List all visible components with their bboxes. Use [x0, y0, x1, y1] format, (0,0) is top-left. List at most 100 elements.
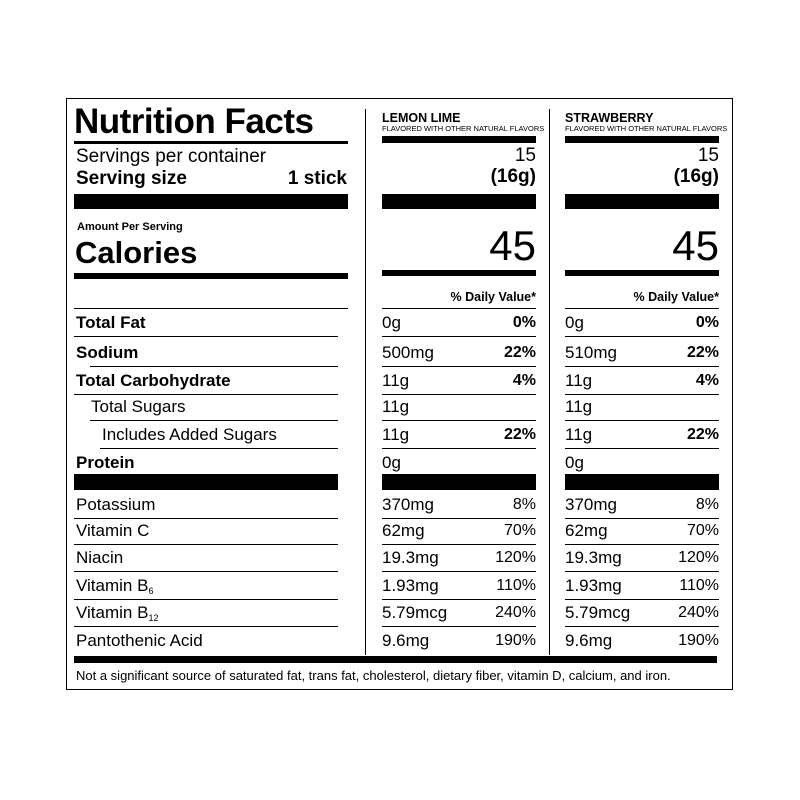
- row-rule: [382, 394, 536, 395]
- row-rule: [565, 394, 719, 395]
- daily-value-percent: 240%: [495, 604, 536, 621]
- calories-rule: [382, 270, 536, 276]
- nutrient-amount: 510mg: [565, 343, 617, 362]
- serving-size-label: Serving size: [76, 168, 187, 189]
- calories-value: 45: [672, 222, 719, 269]
- nutrient-name: Pantothenic Acid: [76, 631, 203, 650]
- row-rule: [565, 599, 719, 600]
- daily-value-percent: 190%: [495, 632, 536, 649]
- calories-rule: [565, 270, 719, 276]
- daily-value-percent: 8%: [512, 496, 536, 513]
- nutrient-amount: 11g: [382, 425, 410, 444]
- nutrient-name: Includes Added Sugars: [102, 425, 277, 444]
- daily-value-percent: 22%: [503, 344, 536, 361]
- daily-value-percent: 240%: [678, 604, 719, 621]
- nutrient-amount: 9.6mg: [565, 631, 613, 650]
- nutrient-label: Vitamin C: [76, 521, 149, 541]
- servings-per-container-label: Servings per container: [76, 146, 267, 167]
- row-rule: [565, 336, 719, 337]
- nutrient-amount: 1.93mg: [565, 576, 622, 595]
- row-rule: [74, 626, 338, 627]
- nutrient-name: Potassium: [76, 495, 156, 514]
- daily-value-percent: 4%: [512, 372, 536, 389]
- calories-rule: [74, 273, 348, 279]
- nutrient-amount: 0g: [382, 453, 401, 472]
- amount-per-serving-label: Amount Per Serving: [77, 221, 183, 233]
- row-rule: [382, 599, 536, 600]
- row-rule: [74, 336, 338, 337]
- daily-value-rule: [382, 308, 536, 309]
- nutrient-amount: 0g: [382, 313, 401, 332]
- flavor-name: LEMON LIME: [382, 111, 461, 125]
- nutrient-amount: 19.3mg: [382, 548, 439, 567]
- daily-value-percent: 22%: [686, 426, 719, 443]
- servings-per-container-value: 15: [697, 145, 719, 166]
- nutrient-label: Total Carbohydrate: [76, 371, 231, 391]
- daily-value-header: % Daily Value*: [633, 290, 719, 304]
- nutrient-amount: 0g: [565, 313, 584, 332]
- row-rule: [382, 626, 536, 627]
- nutrient-amount: 9.6mg: [382, 631, 430, 650]
- nutrition-facts-panel: [66, 98, 733, 690]
- nutrient-amount: 11g: [382, 371, 410, 390]
- nutrient-label: Sodium: [76, 343, 138, 363]
- serving-thick-rule: [74, 194, 348, 209]
- serving-size-grams: (16g): [673, 166, 719, 187]
- flavor-name-rule: [565, 136, 719, 143]
- row-rule: [100, 448, 338, 449]
- nutrient-amount: 0g: [565, 453, 584, 472]
- flavor-subtitle: FLAVORED WITH OTHER NATURAL FLAVORS: [565, 124, 728, 133]
- daily-value-percent: 4%: [695, 372, 719, 389]
- nutrient-label: Total Sugars: [91, 397, 186, 417]
- row-rule: [382, 336, 536, 337]
- nutrient-amount: 11g: [565, 371, 593, 390]
- row-rule: [74, 544, 338, 545]
- flavor-name-rule: [382, 136, 536, 143]
- row-rule: [382, 420, 536, 421]
- daily-value-percent: 0%: [695, 314, 719, 331]
- row-rule: [565, 420, 719, 421]
- daily-value-percent: 8%: [695, 496, 719, 513]
- row-rule: [90, 366, 338, 367]
- nutrient-name: Niacin: [76, 548, 124, 567]
- row-rule: [382, 544, 536, 545]
- nutrient-label: Potassium: [76, 495, 155, 515]
- nutrient-amount: 1.93mg: [382, 576, 439, 595]
- calories-label: Calories: [75, 235, 198, 270]
- daily-value-rule: [74, 308, 348, 309]
- row-rule: [565, 571, 719, 572]
- nutrient-name: Vitamin B: [76, 576, 149, 595]
- nutrient-label: Protein: [76, 453, 135, 473]
- nutrient-label: Pantothenic Acid: [76, 631, 203, 651]
- nutrient-name: Total Fat: [76, 313, 146, 332]
- row-rule: [565, 626, 719, 627]
- row-rule: [382, 571, 536, 572]
- row-rule: [565, 544, 719, 545]
- row-rule: [565, 518, 719, 519]
- nutrient-label: Total Fat: [76, 313, 146, 333]
- nutrient-name: Total Carbohydrate: [76, 371, 231, 390]
- nutrient-amount: 370mg: [565, 495, 617, 514]
- nutrient-amount: 5.79mcg: [382, 603, 448, 622]
- daily-value-percent: 70%: [503, 522, 536, 539]
- daily-value-percent: 120%: [678, 549, 719, 566]
- daily-value-percent: 70%: [686, 522, 719, 539]
- vitamins-thick-rule: [74, 474, 338, 490]
- daily-value-percent: 22%: [686, 344, 719, 361]
- nutrient-amount: 11g: [565, 425, 593, 444]
- nutrient-amount: 19.3mg: [565, 548, 622, 567]
- daily-value-header: % Daily Value*: [450, 290, 536, 304]
- row-rule: [74, 599, 338, 600]
- nutrient-amount: 370mg: [382, 495, 434, 514]
- nutrient-amount: 62mg: [565, 521, 608, 540]
- servings-per-container-value: 15: [514, 145, 536, 166]
- row-rule: [382, 448, 536, 449]
- nutrient-amount: 5.79mcg: [565, 603, 631, 622]
- serving-size-grams: (16g): [490, 166, 536, 187]
- nutrient-label: Vitamin B12: [76, 603, 158, 628]
- nutrient-amount: 11g: [382, 397, 410, 416]
- daily-value-rule: [565, 308, 719, 309]
- nutrient-name: Protein: [76, 453, 135, 472]
- daily-value-percent: 0%: [512, 314, 536, 331]
- nutrient-subscript: 6: [148, 586, 154, 596]
